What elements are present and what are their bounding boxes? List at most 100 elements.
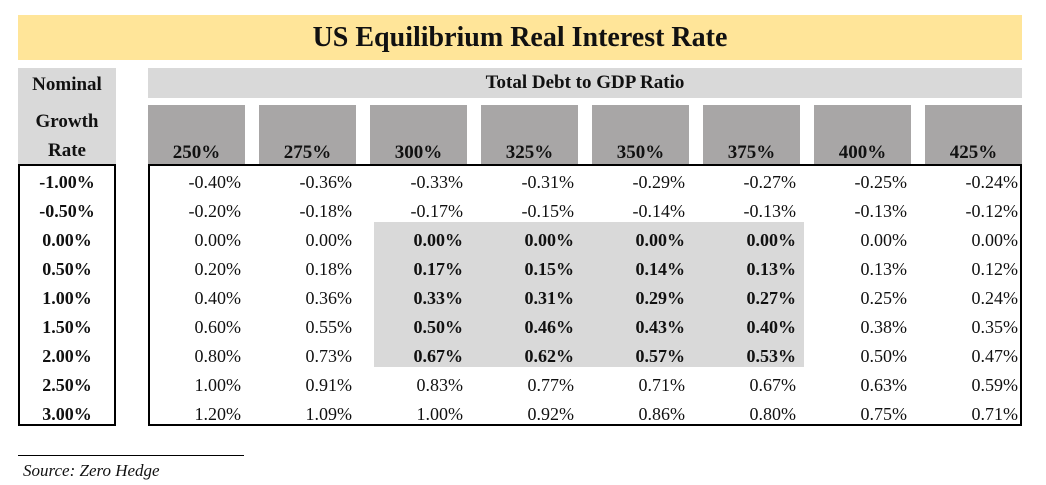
table-cell: 0.00% [524,230,575,250]
table-cell: -0.24% [965,172,1019,192]
table-cell: -0.40% [188,172,242,192]
table-cell: -0.12% [965,201,1019,221]
table-cell: 0.27% [746,288,797,308]
table-cell: 0.17% [413,259,464,279]
table-cell: 0.00% [305,230,353,250]
column-headers: 250% 275% 300% 325% 350% 375% 400% 425% [148,105,1022,164]
table-cell: 0.80% [194,346,242,366]
table-cell: 0.75% [860,404,908,424]
table-cell: -0.31% [521,172,575,192]
row-label: 3.00% [42,404,92,424]
column-header: 300% [370,105,467,164]
row-label: 1.50% [42,317,92,337]
table-cell: 0.50% [413,317,464,337]
table-cell: 0.53% [746,346,797,366]
table-cell: 0.13% [746,259,797,279]
row-labels: -1.00% -0.50% 0.00% 0.50% 1.00% 1.50% 2.00% 2.5… [18,164,116,426]
table-cell: -0.13% [743,201,797,221]
table-cell: 0.80% [749,404,797,424]
table-cell: 0.31% [524,288,575,308]
table-cell: 0.55% [305,317,353,337]
table-cell: 0.71% [971,404,1019,424]
column-header: 425% [925,105,1022,164]
table-cell: 0.00% [413,230,464,250]
column-header: 400% [814,105,911,164]
table-cell: 0.35% [971,317,1019,337]
table-cell: 1.09% [305,404,353,424]
table-cell: 0.92% [527,404,575,424]
table-cell: 0.46% [524,317,575,337]
column-header: 275% [259,105,356,164]
table-cell: -0.29% [632,172,686,192]
row-label: 0.50% [42,259,92,279]
source-note: Source: Zero Hedge [23,461,160,480]
table-cell: 0.60% [194,317,242,337]
row-label: 0.00% [42,230,92,250]
table-cell: 0.50% [860,346,908,366]
table-cell: -0.13% [854,201,908,221]
table-cell: 0.13% [860,259,908,279]
table-cell: -0.27% [743,172,797,192]
table-cell: -0.15% [521,201,575,221]
row-label: -1.00% [39,172,95,192]
table-cell: -0.14% [632,201,686,221]
table-cell: 0.38% [860,317,908,337]
row-header-line-2: Growth [35,111,99,132]
table-cell: 1.00% [416,404,464,424]
table-cell: 0.67% [749,375,797,395]
table-cell: 0.40% [194,288,242,308]
table-cell: 0.00% [860,230,908,250]
table-cell: 0.18% [305,259,353,279]
table-cell: 0.73% [305,346,353,366]
table-cell: 0.63% [860,375,908,395]
table-cell: 1.20% [194,404,242,424]
data-grid: -0.40% -0.36% -0.33% -0.31% -0.29% -0.27% -0.2… [148,164,1022,426]
table-cell: 0.14% [635,259,686,279]
table-cell: 0.86% [638,404,686,424]
table-cell: 0.62% [524,346,575,366]
table-cell: 0.71% [638,375,686,395]
table-cell: 0.57% [635,346,686,366]
table-cell: 0.91% [305,375,353,395]
table-cell: -0.36% [299,172,353,192]
table-cell: -0.33% [410,172,464,192]
row-header: Nominal Growth Rate [18,68,116,164]
table-cell: -0.18% [299,201,353,221]
row-header-line-1: Nominal [32,74,102,95]
table-cell: 0.83% [416,375,464,395]
highlight-region [374,222,804,367]
column-header: 375% [703,105,800,164]
table-cell: 0.67% [413,346,464,366]
table-cell: 0.59% [971,375,1019,395]
table-cell: 0.77% [527,375,575,395]
table-cell: 0.36% [305,288,353,308]
table-cell: 0.43% [635,317,686,337]
column-group-header: Total Debt to GDP Ratio [148,68,1022,98]
table-cell: 0.15% [524,259,575,279]
table-cell: 0.47% [971,346,1019,366]
table-cell: 0.40% [746,317,797,337]
table-cell: 0.12% [971,259,1019,279]
table-cell: 0.00% [971,230,1019,250]
row-label: 1.00% [42,288,92,308]
row-header-line-3: Rate [48,140,86,161]
column-header: 325% [481,105,578,164]
table-cell: -0.17% [410,201,464,221]
column-header: 250% [148,105,245,164]
table-cell: 1.00% [194,375,242,395]
table-title: US Equilibrium Real Interest Rate [18,15,1022,60]
table-cell: 0.00% [746,230,797,250]
row-label: -0.50% [39,201,95,221]
table-cell: 0.25% [860,288,908,308]
table-cell: 0.24% [971,288,1019,308]
column-header: 350% [592,105,689,164]
table-cell: 0.00% [194,230,242,250]
row-label: 2.50% [42,375,92,395]
table-cell: 0.00% [635,230,686,250]
table-cell: 0.33% [413,288,464,308]
row-label: 2.00% [42,346,92,366]
table-cell: 0.29% [635,288,686,308]
table-cell: 0.20% [194,259,242,279]
table-cell: -0.20% [188,201,242,221]
source-divider [18,455,244,456]
